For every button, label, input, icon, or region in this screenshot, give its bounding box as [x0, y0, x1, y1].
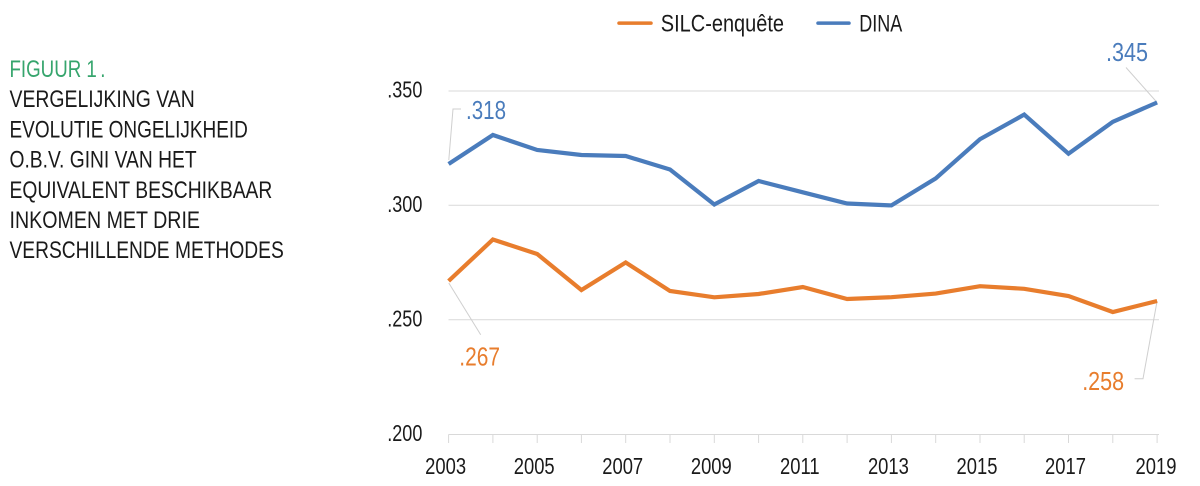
svg-text:O.B.V. GINI VAN HET: O.B.V. GINI VAN HET [10, 146, 197, 173]
svg-text:2015: 2015 [957, 454, 998, 479]
svg-text:VERGELIJKING VAN: VERGELIJKING VAN [10, 85, 195, 112]
svg-text:FIGUUR 1.: FIGUUR 1. [10, 56, 106, 83]
svg-text:INKOMEN MET DRIE: INKOMEN MET DRIE [10, 206, 201, 233]
svg-text:.350: .350 [387, 78, 422, 104]
svg-text:.318: .318 [466, 95, 506, 124]
svg-text:EVOLUTIE ONGELIJKHEID: EVOLUTIE ONGELIJKHEID [10, 116, 248, 142]
svg-text:2017: 2017 [1045, 454, 1086, 479]
svg-text:DINA: DINA [859, 11, 902, 37]
svg-text:.258: .258 [1082, 367, 1124, 396]
svg-text:2007: 2007 [602, 454, 643, 479]
svg-text:2013: 2013 [868, 454, 909, 479]
svg-text:SILC-enquête: SILC-enquête [661, 10, 784, 37]
svg-text:2009: 2009 [691, 454, 732, 479]
svg-text:.345: .345 [1106, 38, 1148, 67]
svg-text:2005: 2005 [514, 454, 555, 479]
svg-text:.267: .267 [459, 344, 500, 373]
svg-text:VERSCHILLENDE METHODES: VERSCHILLENDE METHODES [10, 236, 284, 263]
svg-text:2011: 2011 [780, 454, 820, 479]
svg-text:.200: .200 [387, 421, 422, 447]
svg-text:.250: .250 [387, 306, 422, 332]
svg-text:2003: 2003 [425, 454, 466, 479]
svg-text:2019: 2019 [1136, 454, 1177, 479]
svg-text:EQUIVALENT BESCHIKBAAR: EQUIVALENT BESCHIKBAAR [10, 176, 273, 203]
svg-text:.300: .300 [387, 192, 422, 218]
